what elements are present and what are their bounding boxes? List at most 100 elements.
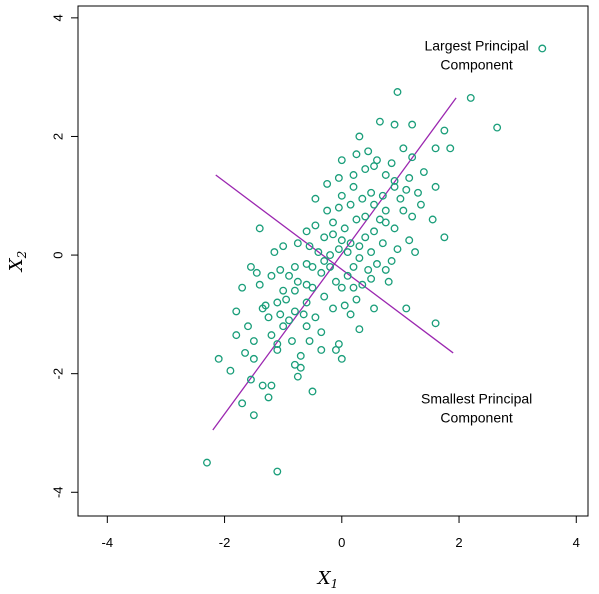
data-point <box>387 257 396 265</box>
data-point <box>431 319 440 328</box>
data-point <box>293 277 302 286</box>
data-point <box>232 331 241 340</box>
data-point <box>329 230 337 239</box>
data-point <box>361 165 370 174</box>
data-point <box>337 283 346 292</box>
x-tick-label: -2 <box>219 535 231 550</box>
data-point <box>214 354 223 363</box>
data-point <box>311 313 320 322</box>
data-point <box>276 265 285 274</box>
data-point <box>282 295 291 304</box>
data-point <box>399 206 408 215</box>
annotation-line-2: Component <box>440 56 512 72</box>
data-point <box>334 203 343 212</box>
data-point <box>317 268 326 277</box>
y-tick-label: 0 <box>51 251 66 258</box>
data-point <box>273 340 282 348</box>
data-point <box>290 307 299 316</box>
data-point <box>390 182 399 191</box>
data-point <box>381 171 390 179</box>
data-point <box>352 295 361 304</box>
data-point <box>387 159 396 168</box>
data-point <box>466 93 475 102</box>
data-point <box>378 191 387 200</box>
data-point <box>349 171 358 179</box>
data-point <box>355 132 364 141</box>
data-point <box>308 262 317 271</box>
data-point <box>279 286 288 295</box>
data-point <box>352 215 361 224</box>
data-point <box>440 233 449 242</box>
data-point <box>431 182 440 191</box>
data-point <box>355 242 364 251</box>
data-point <box>334 174 343 182</box>
data-point <box>308 387 317 396</box>
data-point <box>255 280 264 289</box>
data-point <box>399 144 408 153</box>
x-tick-label: 2 <box>455 535 462 550</box>
y-tick-label: -2 <box>51 368 66 380</box>
data-point <box>414 188 422 197</box>
data-point <box>405 174 414 182</box>
data-point <box>419 168 428 176</box>
data-point <box>367 274 376 283</box>
data-point <box>238 283 247 292</box>
data-point <box>446 144 455 153</box>
data-point <box>346 310 355 319</box>
data-point <box>326 262 335 271</box>
data-point <box>246 375 255 384</box>
data-point <box>329 218 337 227</box>
y-tick-label: -4 <box>51 486 66 498</box>
data-point <box>273 346 282 354</box>
data-point <box>375 215 384 224</box>
data-point <box>355 325 364 334</box>
data-point <box>416 200 425 209</box>
data-point <box>393 88 402 96</box>
y-axis-title: X2 <box>6 251 29 273</box>
data-point <box>373 260 381 268</box>
data-point <box>346 200 355 209</box>
data-point <box>241 348 250 357</box>
data-point <box>408 212 417 221</box>
data-point <box>249 337 258 346</box>
data-point <box>326 251 335 260</box>
data-point <box>267 381 276 390</box>
data-point <box>334 245 343 254</box>
x-tick-label: -4 <box>102 535 114 550</box>
data-point <box>320 233 329 242</box>
data-point <box>355 254 364 262</box>
data-point <box>408 120 417 129</box>
data-point <box>249 354 258 363</box>
data-point <box>258 381 267 390</box>
x-axis-title: X1 <box>316 568 338 591</box>
data-point <box>331 346 340 354</box>
data-point <box>352 150 361 159</box>
data-point <box>364 147 373 156</box>
data-point <box>367 248 376 257</box>
x-tick-label: 0 <box>338 535 345 550</box>
data-point <box>381 206 390 215</box>
data-point <box>331 277 340 286</box>
data-point <box>323 206 332 215</box>
principal-component-line <box>215 174 454 354</box>
data-point <box>252 268 261 277</box>
data-point <box>375 117 384 126</box>
data-point <box>370 304 378 313</box>
data-point <box>340 224 349 233</box>
data-point <box>323 179 332 188</box>
data-point <box>288 337 296 346</box>
data-point <box>384 277 393 286</box>
data-point <box>317 328 326 337</box>
data-point <box>317 346 326 354</box>
data-point <box>337 354 346 363</box>
data-point <box>337 156 346 165</box>
data-point <box>249 411 258 420</box>
data-point <box>390 176 399 185</box>
data-point <box>390 120 399 129</box>
data-point <box>270 248 279 257</box>
data-point <box>370 227 378 236</box>
data-point <box>411 248 420 257</box>
data-point <box>431 144 440 153</box>
annotation-line-1: Largest Principal <box>424 37 528 53</box>
data-point <box>349 283 358 292</box>
